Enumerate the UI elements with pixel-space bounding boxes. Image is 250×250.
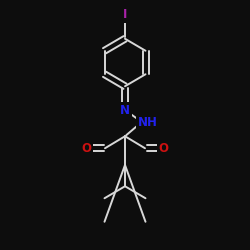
Text: N: N <box>120 104 130 117</box>
Text: O: O <box>159 142 169 155</box>
Text: NH: NH <box>138 116 158 128</box>
Text: O: O <box>81 142 91 155</box>
Text: I: I <box>123 8 127 22</box>
